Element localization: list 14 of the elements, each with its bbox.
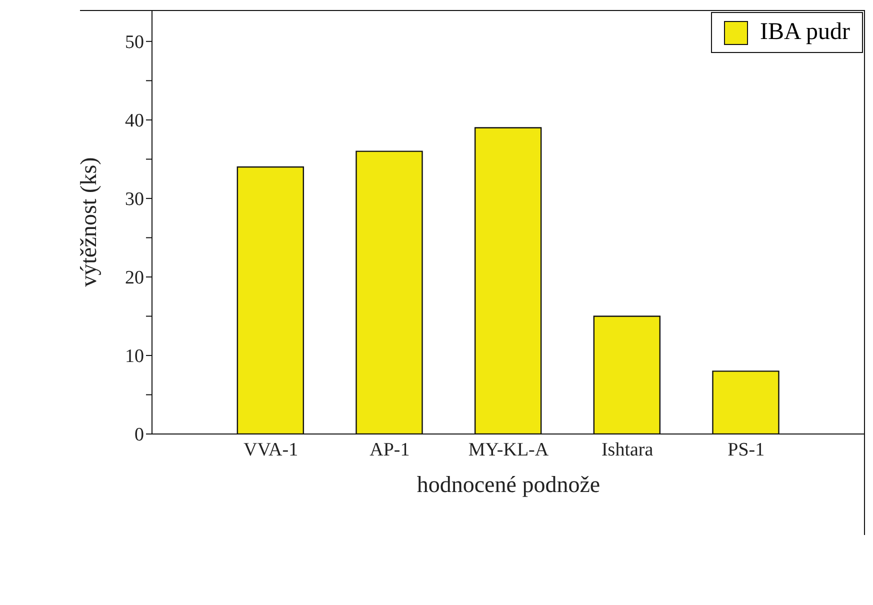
x-tick-label: PS-1 <box>728 439 765 460</box>
x-tick-label: Ishtara <box>601 439 654 460</box>
y-tick-label: 20 <box>125 268 144 289</box>
y-tick-label: 50 <box>125 32 144 54</box>
x-tick-label: MY-KL-A <box>468 439 549 460</box>
x-tick-label: VVA-1 <box>244 439 298 460</box>
y-tick-label: 40 <box>125 110 144 132</box>
y-axis-title: výtěžnost (ks) <box>76 157 102 287</box>
x-axis-title: hodnocené podnože <box>416 472 600 497</box>
y-tick-label: 0 <box>134 424 144 446</box>
y-tick-label: 10 <box>125 346 144 368</box>
x-tick-label: AP-1 <box>370 439 410 460</box>
legend-label: IBA pudr <box>760 19 850 46</box>
y-tick-label: 30 <box>125 189 144 210</box>
